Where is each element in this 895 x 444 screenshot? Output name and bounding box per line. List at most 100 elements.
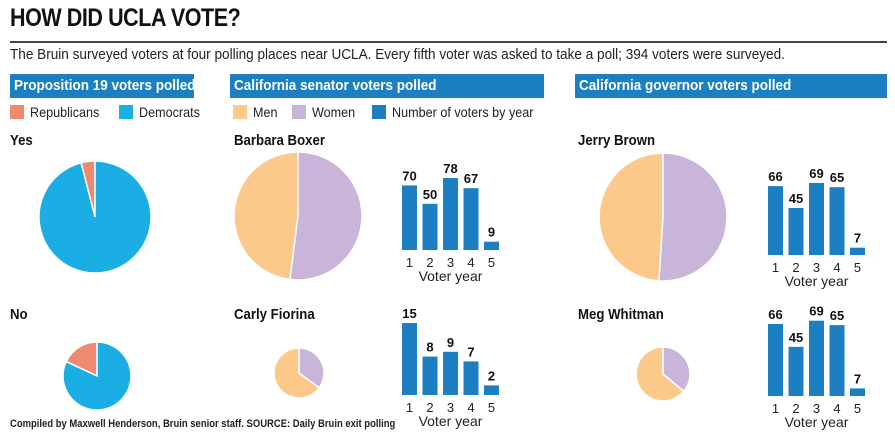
pie-whitman-gender xyxy=(635,346,691,402)
bar-year-4 xyxy=(829,187,845,255)
bar-value-label: 67 xyxy=(464,171,478,186)
label-whitman: Meg Whitman xyxy=(578,306,664,323)
bar-tick-label: 3 xyxy=(813,401,820,416)
bar-value-label: 7 xyxy=(854,371,861,386)
bar-year-5 xyxy=(484,241,499,250)
pie-slice-men xyxy=(635,346,685,402)
bar-value-label: 8 xyxy=(426,340,433,355)
bar-value-label: 9 xyxy=(488,225,495,240)
section-senator: California senator voters polled xyxy=(230,74,544,98)
bar-value-label: 69 xyxy=(809,304,823,319)
bar-tick-label: 4 xyxy=(467,400,474,415)
legend-men: Men xyxy=(253,104,278,120)
page-title: HOW DID UCLA VOTE? xyxy=(10,4,241,32)
bar-year-3 xyxy=(443,351,458,395)
bar-value-label: 65 xyxy=(830,170,844,185)
bar-value-label: 15 xyxy=(402,306,416,321)
bar-year-4 xyxy=(463,361,479,395)
x-axis-label: Voter year xyxy=(419,268,483,284)
legend-democrats: Democrats xyxy=(138,104,200,120)
pie-slice-women xyxy=(658,152,728,282)
pie-slice-democrats xyxy=(38,160,152,274)
pie-slice-men xyxy=(273,347,321,399)
bar-value-label: 66 xyxy=(768,169,782,184)
bar-tick-label: 1 xyxy=(406,255,413,270)
bar-year-1 xyxy=(402,185,417,250)
legend-voters-by-year: Number of voters by year xyxy=(392,104,534,120)
pie-slice-democrats xyxy=(62,341,132,411)
bar-tick-label: 5 xyxy=(854,260,861,275)
legend-republicans-swatch xyxy=(10,105,24,119)
page-subtitle: The Bruin surveyed voters at four pollin… xyxy=(10,46,785,63)
bar-year-1 xyxy=(768,324,783,396)
bars-boxer-years: 70 1 50 2 78 3 67 49 5 Voter year xyxy=(402,161,499,284)
bar-tick-label: 1 xyxy=(406,400,413,415)
bar-year-3 xyxy=(809,320,824,396)
legend-prop19: Republicans Democrats xyxy=(10,104,215,120)
legend-senator: Men Women Number of voters by year xyxy=(233,104,557,120)
bar-value-label: 7 xyxy=(467,344,474,359)
bar-value-label: 78 xyxy=(443,161,457,176)
bar-year-4 xyxy=(829,325,845,396)
section-governor: California governor voters polled xyxy=(575,74,887,98)
pie-prop19-no xyxy=(62,341,132,411)
bar-value-label: 2 xyxy=(488,368,495,383)
label-yes: Yes xyxy=(10,132,33,149)
x-axis-label: Voter year xyxy=(785,414,849,430)
bars-brown-years: 66 1 45 2 69 3 65 47 5 Voter year xyxy=(768,166,865,289)
legend-democrats-swatch xyxy=(118,105,133,119)
pie-prop19-yes xyxy=(38,160,152,274)
bar-value-label: 50 xyxy=(423,187,437,202)
legend-voters-swatch xyxy=(372,105,386,119)
bar-year-1 xyxy=(768,186,783,255)
bar-year-1 xyxy=(402,323,417,395)
legend-women-swatch xyxy=(292,105,307,119)
bar-tick-label: 1 xyxy=(772,401,779,416)
bar-tick-label: 3 xyxy=(447,255,454,270)
bar-value-label: 7 xyxy=(854,231,861,246)
label-brown: Jerry Brown xyxy=(578,132,656,149)
pie-slice-women xyxy=(289,151,363,281)
bar-tick-label: 4 xyxy=(467,255,474,270)
bars-fiorina-years: 15 1 8 2 9 3 7 4 2 5 Voter year xyxy=(402,306,499,429)
x-axis-label: Voter year xyxy=(785,273,849,289)
bar-tick-label: 5 xyxy=(488,400,495,415)
label-boxer: Barbara Boxer xyxy=(234,132,325,149)
bars-whitman-years: 66 1 45 2 69 3 65 47 5 Voter year xyxy=(768,304,865,430)
bar-tick-label: 4 xyxy=(833,260,840,275)
bar-value-label: 45 xyxy=(789,330,803,345)
x-axis-label: Voter year xyxy=(419,413,483,429)
title-rule xyxy=(10,41,887,43)
bar-tick-label: 2 xyxy=(426,400,433,415)
bar-tick-label: 3 xyxy=(447,400,454,415)
bar-value-label: 69 xyxy=(809,166,823,181)
bar-tick-label: 5 xyxy=(488,255,495,270)
pie-slice-men xyxy=(598,152,664,282)
bar-year-2 xyxy=(422,356,438,395)
pie-fiorina-gender xyxy=(273,347,325,399)
bar-year-2 xyxy=(788,208,804,255)
bar-tick-label: 4 xyxy=(833,401,840,416)
legend-women: Women xyxy=(312,104,356,120)
bar-tick-label: 1 xyxy=(772,260,779,275)
bar-value-label: 70 xyxy=(402,168,416,183)
bar-year-5 xyxy=(850,247,865,255)
legend-republicans: Republicans xyxy=(30,104,100,120)
section-governor-label: California governor voters polled xyxy=(579,77,792,94)
section-prop19-label: Proposition 19 voters polled xyxy=(14,77,194,94)
bar-year-5 xyxy=(850,388,865,396)
bar-tick-label: 3 xyxy=(813,260,820,275)
section-prop19: Proposition 19 voters polled xyxy=(10,74,194,98)
footer-credit: Compiled by Maxwell Henderson, Bruin sen… xyxy=(10,418,396,430)
bar-tick-label: 2 xyxy=(792,260,799,275)
pie-boxer-gender xyxy=(233,151,363,281)
pie-slice-women xyxy=(298,347,325,389)
pie-slice-men xyxy=(233,151,299,281)
bar-tick-label: 2 xyxy=(426,255,433,270)
bar-tick-label: 2 xyxy=(792,401,799,416)
label-no: No xyxy=(10,306,28,323)
bar-value-label: 9 xyxy=(447,335,454,350)
label-fiorina: Carly Fiorina xyxy=(234,306,315,323)
section-senator-label: California senator voters polled xyxy=(234,77,437,94)
